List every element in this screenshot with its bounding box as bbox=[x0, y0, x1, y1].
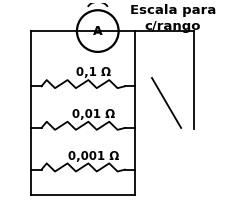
Text: Escala para
c/rango: Escala para c/rango bbox=[130, 4, 216, 33]
Text: 0,01 Ω: 0,01 Ω bbox=[72, 108, 115, 121]
Text: A: A bbox=[93, 25, 103, 38]
Text: 0,1 Ω: 0,1 Ω bbox=[76, 66, 111, 79]
Text: 0,001 Ω: 0,001 Ω bbox=[68, 150, 119, 163]
